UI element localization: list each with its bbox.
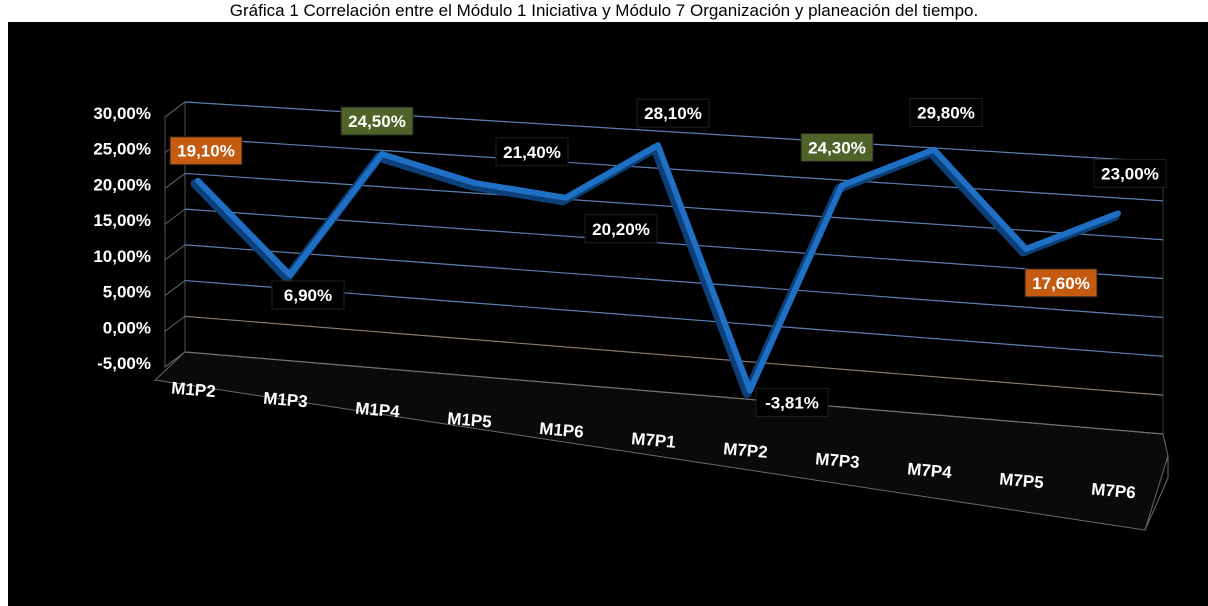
- series-line: [190, 142, 1121, 398]
- x-category-label: M7P1: [631, 429, 677, 452]
- data-labels: 19,10% 6,90% 24,50% 21,40% 20,20% 28,10% -3,81…: [169, 97, 1167, 417]
- data-label-box: [755, 387, 829, 417]
- data-point: [379, 151, 385, 157]
- x-category-label: M7P4: [907, 459, 953, 482]
- y-axis-ticks: 30,00% 25,00% 20,00% 15,00% 10,00% 5,00% 0,00%…: [93, 104, 151, 373]
- gridline-side: [164, 101, 186, 118]
- gridline: [184, 351, 1164, 435]
- data-label-box: [800, 132, 874, 162]
- y-tick-label: 30,00%: [93, 104, 151, 123]
- data-point: [931, 146, 937, 152]
- x-category-label: M7P6: [1091, 480, 1137, 503]
- floor-edge: [1144, 477, 1169, 531]
- data-point: [195, 178, 201, 184]
- y-tick-label: 20,00%: [93, 175, 151, 194]
- gridline-side: [164, 280, 186, 296]
- y-tick-label: 10,00%: [93, 247, 151, 266]
- data-label: 23,00%: [1101, 164, 1159, 183]
- y-tick-label: 5,00%: [103, 283, 151, 302]
- data-label: 19,10%: [177, 142, 235, 161]
- gridline: [184, 244, 1164, 319]
- data-label-box: [169, 136, 243, 166]
- data-point: [563, 195, 569, 201]
- line-chart: 30,00% 25,00% 20,00% 15,00% 10,00% 5,00% 0,00%…: [93, 97, 1169, 531]
- gridline: [184, 279, 1164, 357]
- x-category-label: M7P5: [999, 469, 1045, 492]
- gridline-side: [164, 351, 186, 368]
- data-label-box: [1093, 158, 1167, 188]
- x-axis-categories: M1P2 M1P3 M1P4 M1P5 M1P6 M7P1 M7P2 M7P3 M7P4 M7P5…: [171, 378, 1137, 502]
- data-label: 29,80%: [917, 103, 975, 122]
- data-label-box: [271, 280, 345, 310]
- data-label-box: [495, 137, 569, 167]
- figure-caption: Gráfica 1 Correlación entre el Módulo 1 …: [229, 1, 979, 20]
- data-label-box: [636, 98, 710, 128]
- x-category-label: M1P4: [355, 399, 401, 422]
- data-label: 28,10%: [644, 104, 702, 123]
- gridline: [184, 137, 1164, 202]
- x-category-label: M7P2: [723, 439, 769, 462]
- data-label: 24,30%: [808, 138, 866, 157]
- data-label: 17,60%: [1032, 274, 1090, 293]
- data-label-box: [340, 106, 414, 136]
- data-label: 24,50%: [348, 112, 406, 131]
- data-point: [747, 387, 753, 393]
- series-line-shadow: [190, 143, 1120, 398]
- data-point: [471, 180, 477, 186]
- data-point: [1023, 246, 1029, 252]
- data-point: [1115, 210, 1121, 216]
- data-label: 20,20%: [592, 220, 650, 239]
- x-category-label: M7P3: [815, 449, 861, 472]
- data-label: 6,90%: [284, 286, 332, 305]
- gridline-side: [164, 208, 186, 225]
- y-tick-label: -5,00%: [97, 354, 151, 373]
- data-label-box: [1024, 268, 1098, 298]
- data-point: [839, 182, 845, 188]
- gridline-side: [164, 244, 186, 261]
- x-category-label: M1P6: [539, 419, 585, 442]
- chart-area: 30,00% 25,00% 20,00% 15,00% 10,00% 5,00% 0,00%…: [8, 22, 1208, 606]
- x-category-label: M1P3: [263, 389, 309, 412]
- data-point: [655, 142, 661, 148]
- y-tick-label: 25,00%: [93, 140, 151, 159]
- y-tick-label: 15,00%: [93, 211, 151, 230]
- gridline-side: [164, 315, 186, 332]
- x-category-label: M1P2: [171, 378, 217, 401]
- data-label-box: [909, 97, 983, 127]
- gridline: [184, 315, 1164, 396]
- y-tick-label: 0,00%: [103, 318, 151, 337]
- series-line-path: [195, 142, 1121, 394]
- x-category-label: M1P5: [447, 409, 493, 432]
- gridline: [184, 208, 1164, 280]
- gridline-side: [164, 173, 186, 189]
- data-label: 21,40%: [503, 143, 561, 162]
- data-label-box: [584, 214, 658, 244]
- data-label: -3,81%: [765, 393, 819, 412]
- data-point: [287, 272, 293, 278]
